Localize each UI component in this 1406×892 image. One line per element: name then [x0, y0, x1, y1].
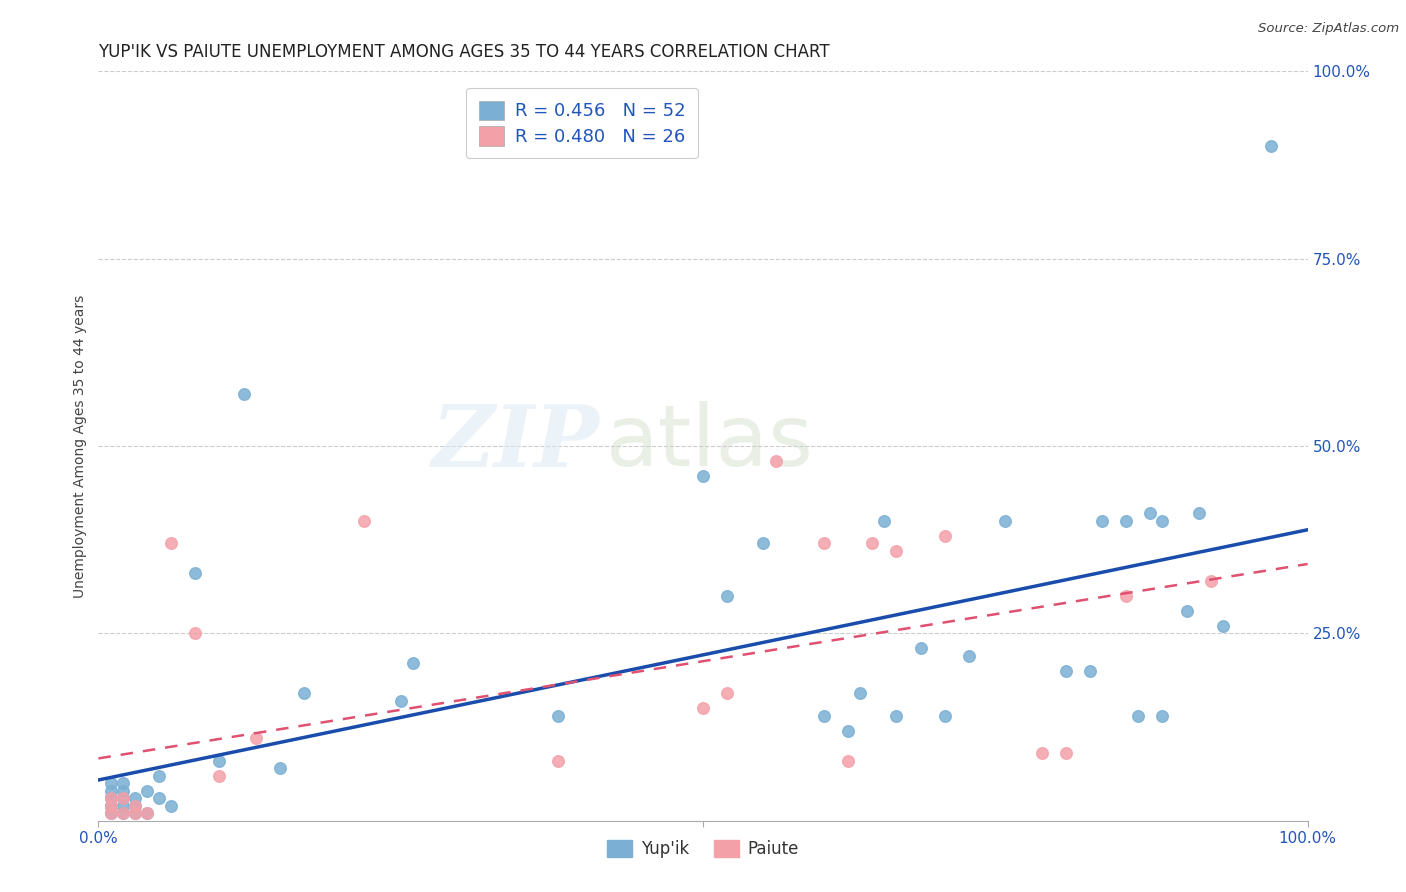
Point: [111, 806, 134, 821]
Point: [100, 791, 122, 805]
Point: [124, 806, 146, 821]
Point: [716, 589, 738, 603]
Point: [1152, 514, 1174, 528]
Point: [208, 754, 231, 768]
Point: [1175, 604, 1198, 618]
Point: [100, 791, 122, 805]
Y-axis label: Unemployment Among Ages 35 to 44 years: Unemployment Among Ages 35 to 44 years: [73, 294, 87, 598]
Point: [135, 783, 157, 797]
Point: [1260, 139, 1282, 153]
Point: [1115, 589, 1137, 603]
Point: [692, 469, 714, 483]
Point: [124, 798, 146, 813]
Point: [765, 454, 787, 468]
Point: [934, 529, 956, 543]
Point: [184, 566, 207, 581]
Point: [111, 806, 134, 821]
Point: [547, 754, 569, 768]
Point: [232, 386, 254, 401]
Point: [111, 783, 134, 797]
Point: [813, 536, 835, 550]
Point: [208, 769, 231, 783]
Point: [100, 806, 122, 821]
Point: [886, 544, 908, 558]
Point: [100, 791, 122, 805]
Text: Source: ZipAtlas.com: Source: ZipAtlas.com: [1258, 22, 1399, 36]
Point: [100, 798, 122, 813]
Point: [245, 731, 267, 746]
Point: [1115, 514, 1137, 528]
Point: [389, 694, 412, 708]
Text: ZIP: ZIP: [433, 401, 600, 484]
Point: [752, 536, 775, 550]
Point: [148, 769, 170, 783]
Point: [716, 686, 738, 700]
Point: [111, 791, 134, 805]
Point: [1139, 507, 1161, 521]
Point: [124, 806, 146, 821]
Point: [100, 783, 122, 797]
Point: [1031, 746, 1053, 760]
Point: [994, 514, 1017, 528]
Point: [934, 708, 956, 723]
Point: [1212, 619, 1234, 633]
Point: [849, 686, 872, 700]
Point: [873, 514, 896, 528]
Point: [135, 806, 157, 821]
Point: [860, 536, 883, 550]
Point: [1199, 574, 1222, 588]
Point: [100, 776, 122, 790]
Legend: Yup'ik, Paiute: Yup'ik, Paiute: [600, 833, 806, 864]
Point: [1091, 514, 1114, 528]
Point: [269, 761, 291, 775]
Point: [910, 641, 932, 656]
Point: [1054, 746, 1077, 760]
Point: [1152, 708, 1174, 723]
Point: [402, 657, 425, 671]
Point: [957, 648, 980, 663]
Point: [100, 798, 122, 813]
Point: [160, 798, 183, 813]
Point: [813, 708, 835, 723]
Text: atlas: atlas: [606, 401, 814, 483]
Point: [692, 701, 714, 715]
Point: [111, 798, 134, 813]
Point: [124, 791, 146, 805]
Point: [1188, 507, 1211, 521]
Point: [135, 806, 157, 821]
Point: [1078, 664, 1101, 678]
Point: [292, 686, 315, 700]
Point: [1128, 708, 1150, 723]
Point: [124, 798, 146, 813]
Point: [1054, 664, 1077, 678]
Point: [547, 708, 569, 723]
Text: YUP'IK VS PAIUTE UNEMPLOYMENT AMONG AGES 35 TO 44 YEARS CORRELATION CHART: YUP'IK VS PAIUTE UNEMPLOYMENT AMONG AGES…: [98, 44, 830, 62]
Point: [111, 791, 134, 805]
Point: [837, 754, 859, 768]
Point: [100, 798, 122, 813]
Point: [837, 723, 859, 738]
Point: [100, 806, 122, 821]
Point: [111, 776, 134, 790]
Point: [160, 536, 183, 550]
Point: [184, 626, 207, 640]
Point: [353, 514, 375, 528]
Point: [886, 708, 908, 723]
Point: [148, 791, 170, 805]
